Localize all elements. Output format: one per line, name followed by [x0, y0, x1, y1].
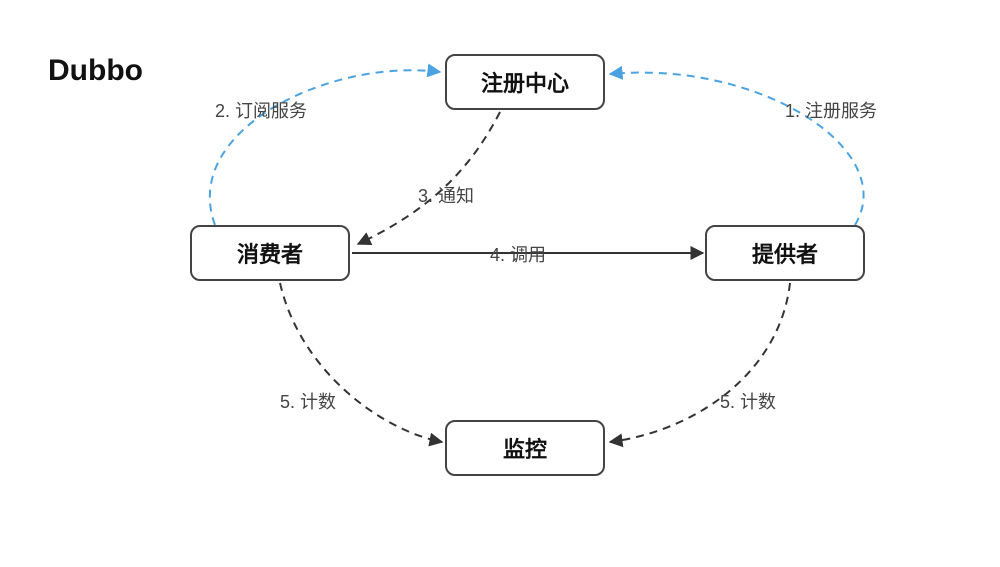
edge-e5a	[280, 283, 442, 442]
edge-label-e4: 4. 调用	[490, 241, 546, 267]
node-registry: 注册中心	[445, 54, 605, 110]
edge-label-e1: 1. 注册服务	[785, 97, 877, 123]
diagram-title: Dubbo	[48, 54, 143, 88]
edge-e5b	[610, 283, 790, 442]
edge-e2	[210, 70, 440, 225]
node-consumer: 消费者	[190, 225, 350, 281]
edge-label-e5b: 5. 计数	[720, 388, 776, 414]
edge-label-e3: 3. 通知	[418, 182, 474, 208]
edge-e3	[358, 112, 500, 244]
node-provider: 提供者	[705, 225, 865, 281]
edge-label-e5a: 5. 计数	[280, 388, 336, 414]
diagram-stage: Dubbo 注册中心 消费者 提供者 监控 1. 注册服务 2. 订阅服务 3.…	[0, 0, 1000, 567]
node-monitor: 监控	[445, 420, 605, 476]
edge-label-e2: 2. 订阅服务	[215, 97, 307, 123]
edge-e1	[610, 73, 864, 225]
